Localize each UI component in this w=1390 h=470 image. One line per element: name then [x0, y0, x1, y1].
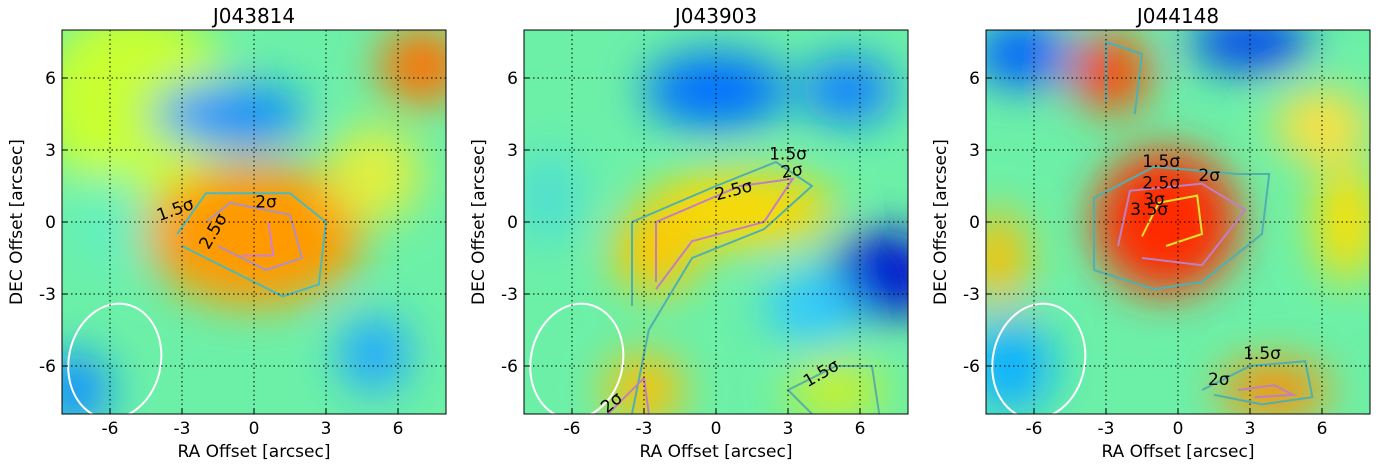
- blob: [338, 315, 410, 393]
- y-tick-label: -3: [963, 285, 980, 305]
- contour: [1237, 384, 1297, 399]
- blob: [74, 174, 146, 270]
- heatmap-image: [986, 30, 1370, 414]
- panel: -6 -3 0 3 6-6-30361.5σ2σ2.5σ1.5σ2σJ043903RA …: [469, 4, 909, 462]
- y-tick-label: -6: [501, 357, 518, 377]
- contour: [205, 201, 304, 272]
- x-tick-label: 6: [1317, 419, 1328, 439]
- blob: [1218, 361, 1330, 414]
- x-tick-label: -6: [102, 419, 119, 439]
- y-axis-label: DEC Offset [arcsec]: [469, 139, 489, 305]
- contour: [1201, 360, 1314, 406]
- x-axis-label: RA Offset [arcsec]: [1102, 442, 1255, 462]
- blob: [986, 318, 1054, 414]
- y-tick-label: 3: [507, 141, 518, 161]
- contour: [1141, 194, 1204, 247]
- blob: [153, 82, 307, 146]
- panel-title: J044148: [1135, 4, 1219, 28]
- x-tick-label: 6: [855, 419, 866, 439]
- y-tick-label: 0: [45, 213, 56, 233]
- frame: [61, 29, 447, 415]
- panel-title: J043814: [211, 4, 295, 28]
- blob: [326, 126, 422, 222]
- blob: [62, 30, 230, 198]
- blobs: [62, 30, 446, 414]
- contour: [1117, 182, 1247, 267]
- blob: [800, 56, 896, 124]
- beam: [991, 302, 1087, 414]
- contour-label: 2σ: [1198, 166, 1220, 186]
- x-tick-label: 3: [1245, 419, 1256, 439]
- y-tick-label: -3: [39, 285, 56, 305]
- contour-label: 2σ: [780, 160, 805, 183]
- contour-label: 1.5σ: [769, 145, 807, 165]
- contour-label: 3.5σ: [1130, 200, 1168, 220]
- x-tick-label: 0: [1173, 419, 1184, 439]
- blob: [788, 361, 884, 414]
- y-tick-label: -6: [963, 357, 980, 377]
- y-tick-label: 3: [45, 141, 56, 161]
- x-tick-label: 6: [393, 419, 404, 439]
- blob: [524, 150, 584, 246]
- x-tick-label: -6: [564, 419, 581, 439]
- contour-label: 2σ: [1208, 370, 1230, 390]
- contour-label: 1.5σ: [1142, 152, 1180, 172]
- blob: [62, 351, 110, 414]
- x-axis-label: RA Offset [arcsec]: [640, 442, 793, 462]
- x-tick-label: -3: [174, 419, 191, 439]
- contour-label: 3σ: [1143, 190, 1165, 210]
- x-tick-label: -3: [636, 419, 653, 439]
- y-tick-label: 6: [969, 69, 980, 89]
- x-tick-label: 3: [783, 419, 794, 439]
- contour-label: 2.5σ: [1142, 173, 1180, 193]
- beam: [67, 302, 163, 414]
- contour-label: 1.5σ: [1243, 344, 1281, 364]
- blob: [1072, 34, 1150, 112]
- x-tick-label: -6: [1026, 419, 1043, 439]
- frame: [523, 29, 909, 415]
- blob: [986, 30, 1070, 88]
- heatmap-image: [62, 30, 446, 414]
- contour: [1093, 165, 1271, 291]
- heatmap-image: [524, 30, 908, 414]
- blob: [1190, 30, 1310, 71]
- frame: [985, 29, 1371, 415]
- y-tick-label: -3: [501, 285, 518, 305]
- y-tick-label: 6: [45, 69, 56, 89]
- y-tick-label: 0: [507, 213, 518, 233]
- x-tick-label: 0: [711, 419, 722, 439]
- y-tick-label: 6: [507, 69, 518, 89]
- y-axis-label: DEC Offset [arcsec]: [931, 139, 951, 305]
- blob: [378, 30, 446, 105]
- y-axis-label: DEC Offset [arcsec]: [7, 139, 27, 305]
- panel-title: J043903: [673, 4, 757, 28]
- y-tick-label: 0: [969, 213, 980, 233]
- x-tick-label: 3: [321, 419, 332, 439]
- beam: [529, 302, 625, 414]
- y-tick-label: -6: [39, 357, 56, 377]
- x-tick-label: 0: [249, 419, 260, 439]
- blob: [986, 210, 1027, 306]
- x-axis-label: RA Offset [arcsec]: [178, 442, 331, 462]
- x-tick-label: -3: [1098, 419, 1115, 439]
- contour-label: 2σ: [255, 193, 277, 213]
- contour: [242, 221, 275, 257]
- blob: [764, 270, 860, 342]
- contour: [176, 192, 328, 298]
- y-tick-label: 3: [969, 141, 980, 161]
- contour: [631, 160, 814, 414]
